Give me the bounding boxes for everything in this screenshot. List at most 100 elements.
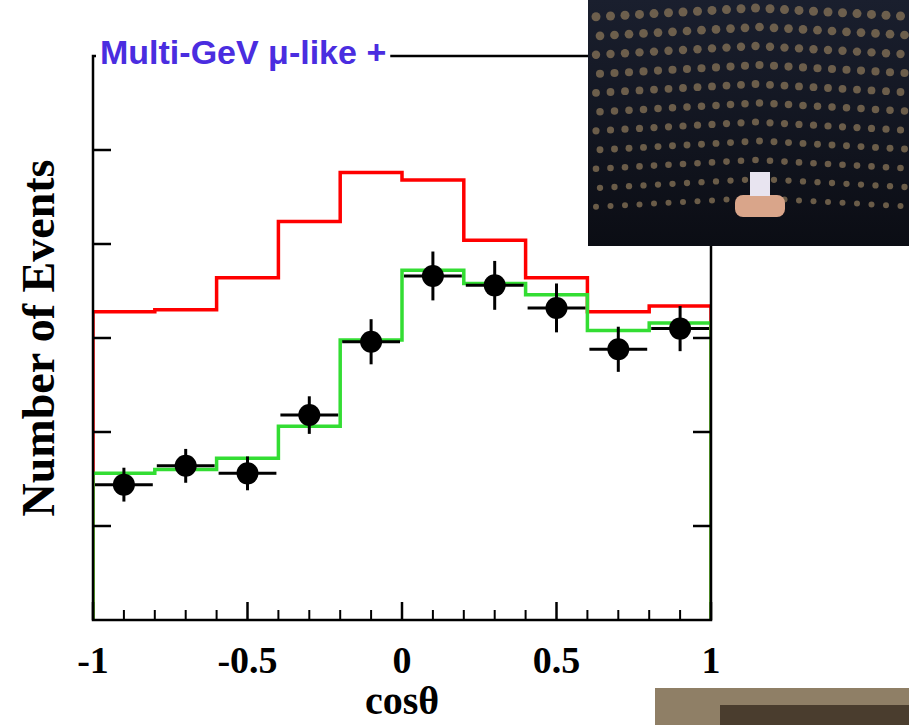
photo-tube [811,198,817,204]
photo-boat [735,195,785,217]
x-minor-tick [185,610,187,620]
x-minor-tick [525,610,527,620]
photo-tube [622,164,629,171]
photo-tube [621,11,630,20]
photo-tube [708,44,716,52]
photo-tube [868,125,875,132]
photo-tube [869,201,875,207]
photo-tube [724,197,730,203]
photo-tube [842,66,850,74]
photo-tube [650,86,658,94]
photo-tube [669,181,675,187]
photo-tube [650,47,658,55]
photo-tube [726,24,735,33]
photo-tube [708,121,715,128]
photo-tube [857,105,865,113]
x-minor-tick [370,610,372,620]
photo-tube [828,103,836,111]
photo-tube [838,8,847,17]
photo-tube [727,101,735,109]
photo-tube [635,48,643,56]
photo-tube [901,107,909,115]
photo-tube [828,65,836,73]
photo-tube [726,63,734,71]
photo-tube [593,204,599,210]
photo-tube [755,61,763,69]
photo-tube [607,88,615,96]
photo-tube [784,63,792,71]
photo-tube [636,87,644,95]
photo-tube [713,178,719,184]
x-tick [246,602,249,620]
photo-tube [781,120,788,127]
photo-tube [737,81,745,89]
photo-tube [722,43,730,51]
photo-tube [898,203,904,209]
photo-tube [640,106,648,114]
x-minor-tick [216,610,218,620]
photo-tube [780,5,789,14]
photo-tube [809,45,817,53]
photo-tube [727,139,734,146]
x-minor-tick [154,610,156,620]
photo-tube [767,158,774,165]
photo-tube [621,49,629,57]
photo-tube [712,25,721,34]
photo-tube [887,145,894,152]
photo-tube [857,28,866,37]
photo-tube [843,142,850,149]
photo-tube [781,82,789,90]
photo-tube [840,200,846,206]
photo-tube [900,31,909,40]
photo-tube [838,47,846,55]
photo-tube [897,126,904,133]
photo-tube [597,185,603,191]
photo-tube [626,145,633,152]
x-minor-tick [648,610,650,620]
data-point [298,404,320,426]
photo-tube [814,179,820,185]
photo-tube [625,106,633,114]
photo-tube [857,67,865,75]
photo-tube [592,51,600,59]
x-minor-tick [308,610,310,620]
y-tick [93,525,111,528]
x-tick [555,602,558,620]
photo-tube [854,201,860,207]
x-minor-tick [463,610,465,620]
x-minor-tick [679,610,681,620]
photo-tube [636,125,643,132]
photo-tube [770,100,778,108]
photo-tube [810,160,817,167]
photo-tube [785,101,793,109]
photo-tube [695,198,701,204]
photo-tube [626,183,632,189]
photo-tube [665,85,673,93]
photo-tube [698,102,706,110]
x-minor-tick [339,610,341,620]
photo-tube [825,199,831,205]
photo-tube [708,6,717,15]
photo-tube [742,177,748,183]
photo-tube [799,63,807,71]
photo-tube [883,164,890,171]
photo-tube [771,177,777,183]
photo-tube [828,27,837,36]
photo-tube [640,144,647,151]
photo-tube [824,122,831,129]
y-tick [93,243,111,246]
photo-tube [668,27,677,36]
x-tick [92,602,95,620]
x-tick-label: 0 [393,639,412,681]
photo-tube [883,202,889,208]
photo-tube [809,7,818,16]
photo-tube [709,197,715,203]
photo-tube [858,181,864,187]
photo-tube [785,177,791,183]
x-minor-tick [586,610,588,620]
x-tick-label: 0.5 [533,639,581,681]
data-point [113,474,135,496]
photo-tube [872,144,879,151]
x-minor-tick [277,610,279,620]
photo-tube [882,87,890,95]
